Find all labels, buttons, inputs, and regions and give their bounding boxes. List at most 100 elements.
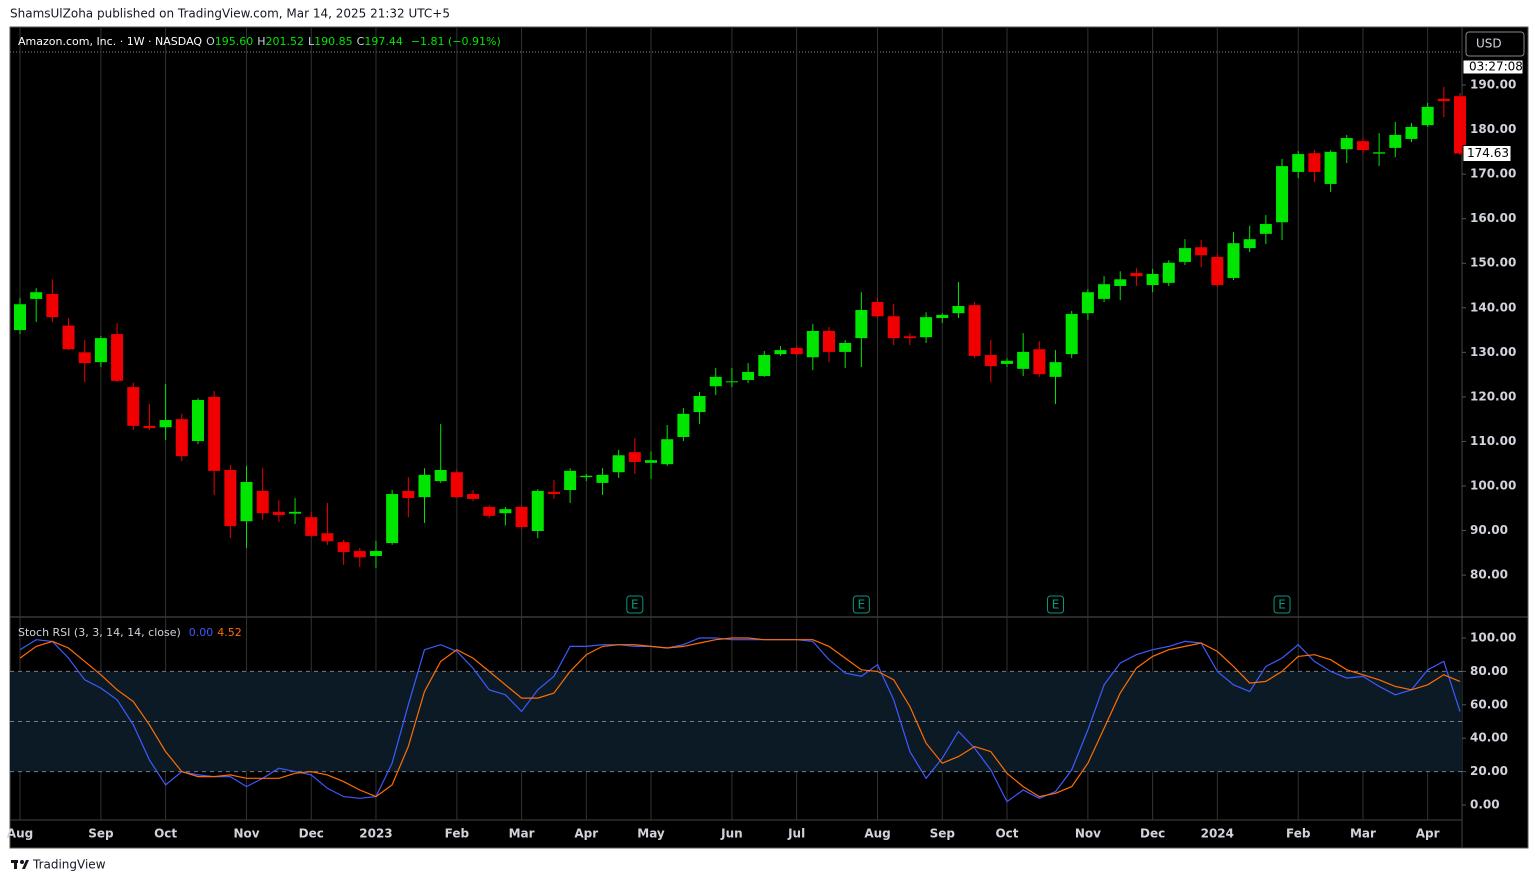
y-tick-label: 110.00 [1470, 434, 1516, 448]
indicator-line [19, 637, 1461, 798]
x-tick-label: Jun [720, 827, 743, 841]
candle-body [758, 355, 771, 376]
candle-body [1146, 273, 1159, 286]
candle-body [774, 350, 787, 355]
earnings-box [852, 595, 870, 614]
candle-body [1195, 247, 1208, 256]
candle-body [418, 474, 431, 498]
candle-body [62, 325, 75, 350]
candle-body [1065, 314, 1078, 355]
footer-brand: TradingView [32, 858, 106, 872]
ohlc-label: L [308, 35, 315, 48]
earnings-label: E [1278, 598, 1286, 612]
x-tick-label: Feb [445, 827, 470, 841]
ohlc-value: 195.60 [214, 35, 254, 48]
x-tick-label: Oct [154, 827, 177, 841]
candle-body [806, 330, 819, 358]
ohlc-legend: O195.60 H201.52 L190.85 C197.44 [206, 35, 407, 48]
earnings-box [626, 595, 644, 614]
candle-body [839, 342, 852, 352]
candle-body [677, 413, 690, 438]
candle-body [1356, 141, 1369, 151]
candle-body [661, 439, 674, 465]
candle-body [1292, 154, 1305, 172]
candle-body [175, 419, 188, 457]
candle-body [191, 400, 204, 442]
candle-body [725, 381, 738, 383]
candle-body [14, 304, 26, 331]
indicator-value: 0.00 [188, 626, 214, 639]
candle-body [127, 387, 140, 426]
last-price-box [1462, 145, 1512, 163]
candle-body [920, 317, 933, 338]
candle-body [240, 482, 253, 522]
candle-body [402, 490, 415, 499]
last-price-label: 174.63 [1467, 146, 1509, 160]
candle-body [1276, 166, 1289, 223]
x-tick-label: Aug [7, 827, 33, 841]
candle-body [1081, 292, 1094, 314]
x-tick-label: Sep [88, 827, 114, 841]
candle-body [256, 490, 269, 514]
x-tick-label: Dec [1140, 827, 1165, 841]
candle-body [1178, 248, 1191, 262]
candle-body [952, 306, 965, 314]
x-tick-label: May [637, 827, 665, 841]
candle-body [289, 511, 302, 514]
indicator-values: 0.00 4.52 [189, 626, 246, 639]
x-tick-label: Feb [1286, 827, 1311, 841]
y-tick-label: 130.00 [1470, 345, 1516, 359]
candle-body [580, 475, 593, 478]
footer-logo [11, 860, 29, 869]
candle-body [483, 506, 496, 516]
candle-body [337, 542, 350, 552]
candle-body [693, 396, 706, 413]
ohlc-label: H [257, 35, 266, 48]
candle-body [159, 420, 172, 428]
candle-body [1098, 284, 1111, 299]
indicator-title: Stoch RSI (3, 3, 14, 14, close) [18, 626, 181, 639]
candle-body [1373, 152, 1386, 154]
candle-body [645, 460, 658, 463]
y-tick-label: 190.00 [1470, 78, 1516, 92]
change: −1.81 (−0.91%) [410, 35, 501, 48]
x-tick-label: Mar [509, 827, 535, 841]
candle-body [1243, 239, 1256, 249]
countdown-box [1462, 59, 1524, 75]
candle-body [742, 371, 755, 380]
candle-body [305, 517, 318, 536]
y-tick-label: 150.00 [1470, 256, 1516, 270]
earnings-label: E [631, 598, 639, 612]
y-tick-label: 100.00 [1470, 631, 1516, 645]
candle-body [855, 310, 868, 339]
x-tick-label: Aug [864, 827, 890, 841]
candle-body [1211, 257, 1224, 286]
candle-body [1340, 138, 1353, 150]
earnings-box [1273, 595, 1291, 614]
candle-body [887, 316, 900, 339]
candle-body [143, 425, 156, 429]
candle-body [208, 396, 221, 471]
candle-body [386, 494, 399, 544]
candle-body [1454, 96, 1467, 154]
y-tick-label: 0.00 [1470, 797, 1500, 811]
candle-body [596, 474, 609, 483]
candle-body [30, 292, 43, 299]
candle-body [709, 376, 722, 387]
y-tick-label: 140.00 [1470, 300, 1516, 314]
earnings-marker: E [852, 595, 870, 614]
ohlc-label: C [356, 35, 365, 48]
candle-body [369, 551, 382, 556]
y-tick-label: 90.00 [1470, 523, 1508, 537]
earnings-marker: E [626, 595, 644, 614]
candle-body [823, 330, 835, 352]
indicator-value: 4.52 [217, 626, 242, 639]
candle-body [321, 533, 334, 542]
earnings-label: E [1052, 598, 1060, 612]
currency[interactable]: USD [1476, 37, 1502, 51]
currency-box[interactable] [1465, 31, 1525, 57]
candle-body [1114, 279, 1127, 286]
earnings-box [1047, 595, 1065, 614]
x-tick-label: Mar [1350, 827, 1376, 841]
